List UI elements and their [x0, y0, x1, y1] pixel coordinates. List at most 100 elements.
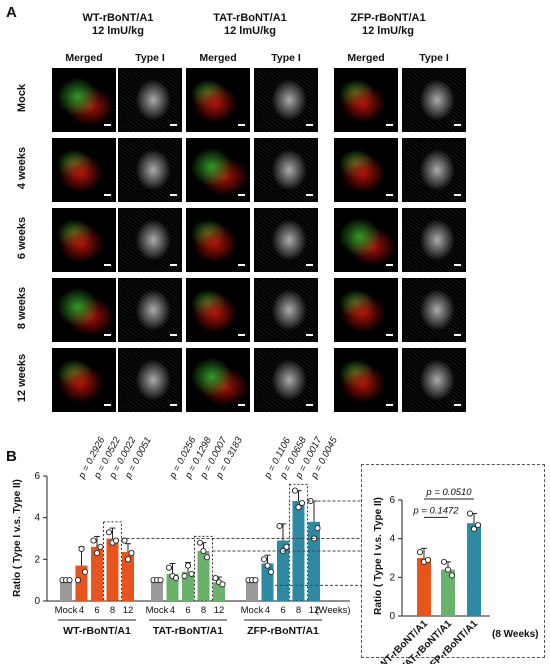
type1-micrograph [402, 208, 466, 272]
y-tick-label: 2 [34, 554, 40, 565]
x-tick-label: 8 [201, 605, 206, 616]
type1-micrograph [254, 278, 318, 342]
type1-micrograph [118, 278, 182, 342]
merged-micrograph [334, 208, 398, 272]
x-tick-label: 4 [265, 605, 270, 616]
merged-micrograph [334, 138, 398, 202]
group-title-zfp: ZFP-rBoNT/A1 12 lmU/kg [328, 12, 448, 38]
inset-bar [467, 523, 481, 616]
merged-micrograph [334, 348, 398, 412]
inset-y-tick-label: 4 [389, 534, 395, 545]
scale-bar [454, 404, 461, 406]
group-dose: 12 lmU/kg [362, 25, 414, 37]
bar [182, 571, 194, 601]
y-axis-label: Ratio ( Type I v.s. Type II) [12, 479, 23, 597]
inset-data-point [424, 556, 432, 563]
col-head-type1: Type I [135, 52, 165, 64]
x-tick-label: 6 [94, 605, 99, 616]
inset-data-point [444, 566, 452, 573]
data-point [165, 564, 173, 571]
group-label: WT-rBoNT/A1 [63, 625, 131, 637]
data-point [219, 581, 226, 588]
data-point [295, 504, 302, 511]
comparison-p-label: p = 0.0510 [425, 487, 472, 498]
merged-micrograph [186, 68, 250, 132]
scale-bar [454, 194, 461, 196]
scale-bar [386, 334, 393, 336]
data-point [181, 572, 188, 580]
inset-y-tick-label: 6 [389, 495, 395, 506]
x-tick-label: Mock [146, 605, 169, 616]
data-point [78, 545, 85, 552]
inset-data-point [470, 525, 478, 533]
highlight-8w-box [194, 535, 213, 602]
data-point [66, 577, 73, 584]
x-tick-label: 6 [185, 605, 190, 616]
merged-micrograph [334, 68, 398, 132]
data-point [172, 575, 180, 582]
data-point [298, 500, 306, 507]
inset-y-tick-label: 2 [389, 572, 395, 583]
scale-bar [104, 404, 111, 406]
data-point [200, 547, 207, 555]
data-point [128, 550, 135, 557]
merged-micrograph [186, 208, 250, 272]
scale-bar [238, 124, 245, 126]
scale-bar [238, 334, 245, 336]
scale-bar [104, 124, 111, 126]
type1-micrograph [118, 138, 182, 202]
group-name: TAT-rBoNT/A1 [213, 12, 287, 24]
bar [122, 552, 134, 601]
x-tick-label: 4 [79, 605, 84, 616]
data-point [260, 556, 268, 563]
type1-micrograph [254, 138, 318, 202]
scale-bar [454, 124, 461, 126]
col-head-merged: Merged [347, 52, 385, 64]
scale-bar [238, 404, 245, 406]
bar [246, 580, 258, 601]
data-point [124, 556, 132, 563]
x-tick-label: Mock [241, 605, 264, 616]
scale-bar [306, 264, 313, 266]
type1-micrograph [118, 68, 182, 132]
scale-bar [454, 334, 461, 336]
x-tick-label: 8 [110, 605, 115, 616]
type1-micrograph [254, 208, 318, 272]
data-point [184, 562, 192, 569]
bar [277, 540, 289, 601]
highlight-8w-box [289, 483, 308, 602]
data-point [203, 554, 211, 561]
bar [91, 546, 103, 601]
data-point [112, 537, 120, 544]
data-point [264, 562, 271, 569]
scale-bar [238, 194, 245, 196]
scale-bar [170, 404, 177, 406]
data-point [314, 525, 321, 532]
data-point [283, 543, 290, 550]
y-tick-label: 0 [34, 596, 40, 607]
inset-bar [441, 569, 455, 616]
inset-data-point [440, 558, 448, 565]
group-label: TAT-rBoNT/A1 [153, 625, 223, 637]
inset-data-point [416, 549, 424, 556]
type1-micrograph [254, 68, 318, 132]
scale-bar [306, 124, 313, 126]
scale-bar [170, 124, 177, 126]
inset-data-point [448, 572, 456, 579]
merged-micrograph [186, 348, 250, 412]
type1-micrograph [118, 208, 182, 272]
scale-bar [306, 334, 313, 336]
scale-bar [386, 194, 393, 196]
panel-b-letter: B [6, 448, 17, 465]
data-point [81, 568, 89, 575]
data-point [93, 550, 101, 557]
highlight-8w-box [103, 521, 122, 602]
inset-x-unit-label: (8 Weeks) [492, 629, 539, 640]
merged-micrograph [52, 278, 116, 342]
data-point [188, 570, 195, 577]
bar [197, 551, 210, 601]
data-point [90, 537, 97, 544]
merged-micrograph [52, 348, 116, 412]
inset-y-axis-label: Ratio ( Type I v.s. Type II) [373, 497, 384, 615]
